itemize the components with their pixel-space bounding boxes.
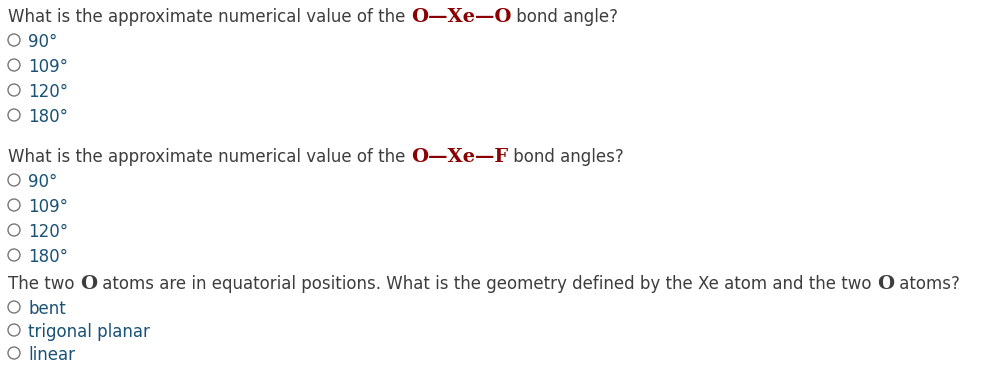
Text: trigonal planar: trigonal planar: [28, 323, 150, 341]
Text: 109°: 109°: [28, 198, 68, 216]
Text: 109°: 109°: [28, 58, 68, 76]
Text: atoms?: atoms?: [893, 275, 959, 293]
Text: 90°: 90°: [28, 33, 57, 51]
Text: bond angles?: bond angles?: [508, 148, 623, 166]
Text: The two: The two: [8, 275, 80, 293]
Text: 90°: 90°: [28, 173, 57, 191]
Text: 120°: 120°: [28, 223, 68, 241]
Text: What is the approximate numerical value of the: What is the approximate numerical value …: [8, 148, 410, 166]
Text: O—Xe—F: O—Xe—F: [410, 148, 508, 166]
Text: O: O: [877, 275, 893, 293]
Text: atoms are in equatorial positions. What is the geometry defined by the Xe atom a: atoms are in equatorial positions. What …: [97, 275, 877, 293]
Text: O: O: [80, 275, 97, 293]
Text: 180°: 180°: [28, 248, 68, 266]
Text: bond angle?: bond angle?: [511, 8, 618, 26]
Text: O—Xe—O: O—Xe—O: [410, 8, 511, 26]
Text: 120°: 120°: [28, 83, 68, 101]
Text: What is the approximate numerical value of the: What is the approximate numerical value …: [8, 8, 410, 26]
Text: bent: bent: [28, 300, 66, 318]
Text: linear: linear: [28, 346, 75, 364]
Text: 180°: 180°: [28, 108, 68, 126]
